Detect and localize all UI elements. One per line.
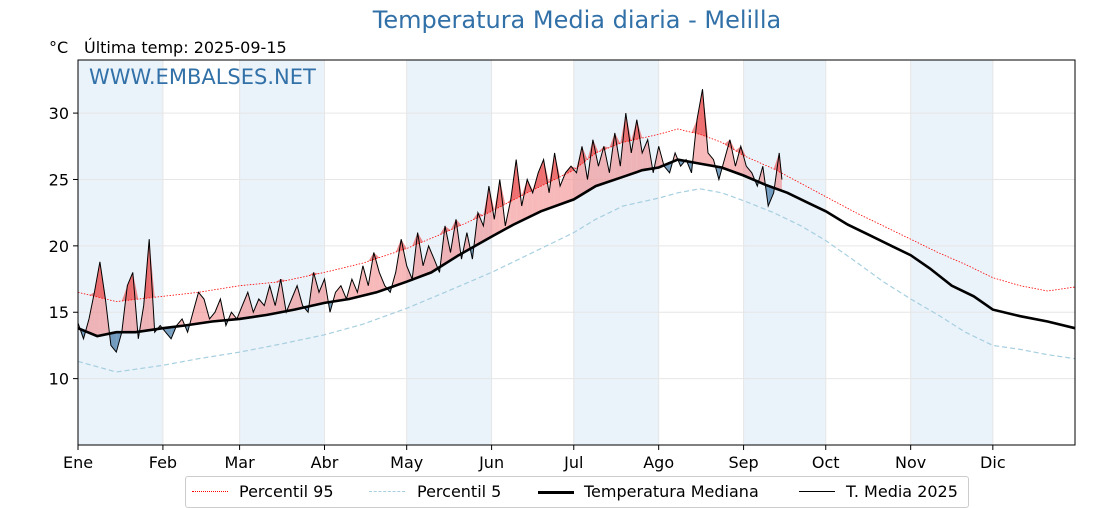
- x-tick-label: Oct: [812, 453, 840, 472]
- fill-above-median: [335, 286, 340, 301]
- median-swatch: [538, 491, 574, 494]
- x-tick-label: Ago: [643, 453, 674, 472]
- legend: Percentil 95 Percentil 5 Temperatura Med…: [185, 476, 969, 508]
- y-tick-label: 20: [49, 237, 69, 256]
- x-tick-label: Nov: [895, 453, 926, 472]
- x-tick-label: Abr: [311, 453, 339, 472]
- x-tick-label: Mar: [225, 453, 256, 472]
- legend-label-median: Temperatura Mediana: [584, 482, 759, 502]
- y-tick-label: 15: [49, 303, 69, 322]
- x-tick-label: May: [390, 453, 423, 472]
- y-tick-label: 25: [49, 170, 69, 189]
- month-band-nov: [911, 60, 993, 445]
- month-band-mar: [240, 60, 325, 445]
- x-tick-label: Dic: [980, 453, 1006, 472]
- x-tick-label: Ene: [63, 453, 93, 472]
- current-swatch: [799, 491, 835, 492]
- fill-above-median: [199, 292, 204, 323]
- watermark-text: WWW.EMBALSES.NET: [89, 65, 316, 89]
- y-tick-label: 30: [49, 104, 69, 123]
- fill-above-median: [560, 173, 565, 205]
- month-band-sep: [744, 60, 826, 445]
- legend-label-p5: Percentil 5: [417, 482, 501, 502]
- y-tick-label: 10: [49, 370, 69, 389]
- p95-swatch: [192, 491, 228, 492]
- month-band-jul: [574, 60, 659, 445]
- legend-label-p95: Percentil 95: [239, 482, 334, 502]
- x-tick-label: Jul: [563, 453, 583, 472]
- p5-swatch: [369, 491, 405, 492]
- x-tick-label: Jun: [478, 453, 504, 472]
- fill-above-p95: [538, 160, 543, 188]
- legend-label-2025: T. Media 2025: [846, 482, 958, 502]
- x-tick-label: Sep: [729, 453, 759, 472]
- x-tick-label: Feb: [149, 453, 177, 472]
